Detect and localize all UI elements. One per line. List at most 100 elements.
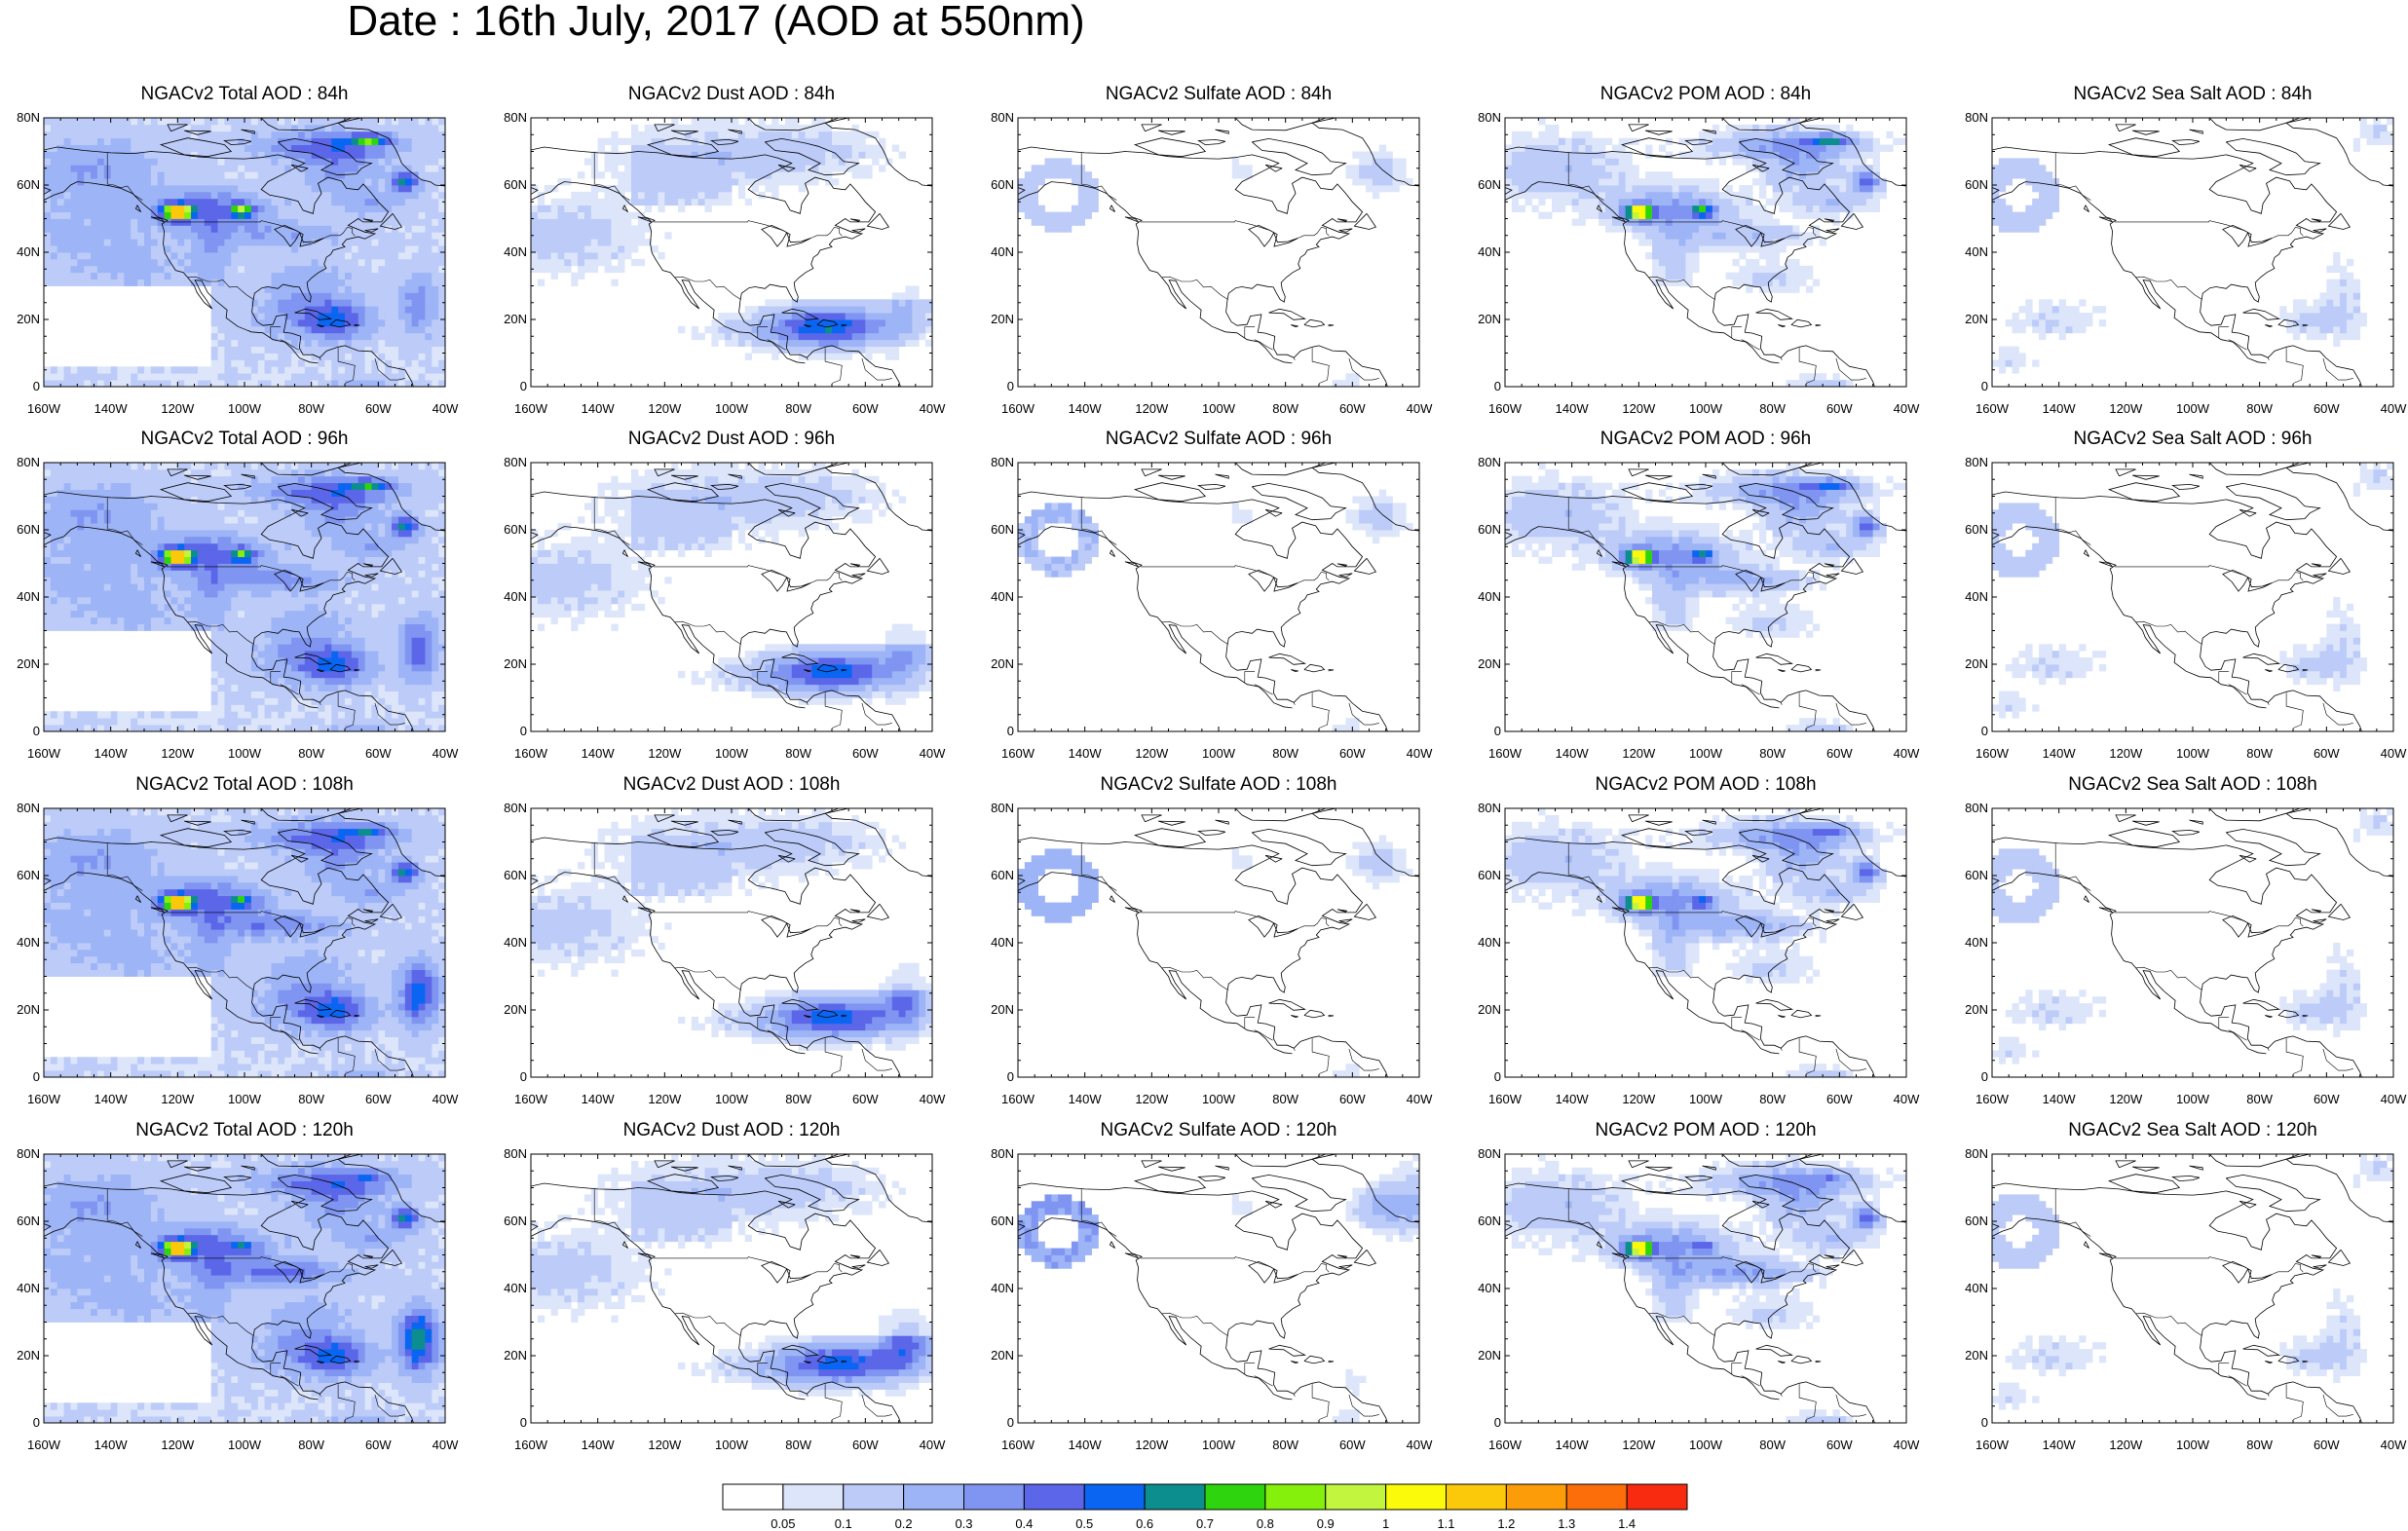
lon-tick-label: 160W xyxy=(1975,401,2010,416)
aod-field xyxy=(531,118,932,360)
country-border xyxy=(1798,1384,1817,1420)
lon-tick-label: 120W xyxy=(161,746,195,761)
panel-title: NGACv2 POM AOD : 96h xyxy=(1599,429,1812,449)
country-border xyxy=(314,227,356,243)
country-border xyxy=(1567,152,1604,201)
lat-tick-label: 20N xyxy=(1965,1002,1988,1017)
country-border xyxy=(861,702,892,726)
lat-tick-label: 40N xyxy=(17,589,40,604)
aod-field xyxy=(1505,1154,1906,1423)
country-border xyxy=(270,1017,282,1028)
lat-tick-label: 60N xyxy=(1478,522,1501,537)
country-border xyxy=(1348,702,1379,726)
lat-tick-label: 40N xyxy=(504,935,527,950)
colorbar-swatch xyxy=(963,1483,1025,1511)
country-border xyxy=(767,684,786,695)
lon-tick-label: 40W xyxy=(2381,1092,2407,1106)
country-border xyxy=(270,671,282,683)
lat-tick-label: 20N xyxy=(1965,312,1988,326)
lon-tick-label: 120W xyxy=(648,1092,682,1106)
lon-tick-label: 140W xyxy=(582,1092,616,1106)
lon-tick-label: 100W xyxy=(1202,1438,1236,1452)
lon-tick-label: 160W xyxy=(1975,746,2010,761)
lat-tick-label: 80N xyxy=(1478,801,1501,815)
lon-tick-label: 80W xyxy=(298,401,324,416)
country-border xyxy=(1628,911,1757,921)
map-svg: 80N 60N 40N 20N 0 160W 140W 120W 100W 80W 60W 40W xyxy=(1478,455,1920,761)
panel-title: NGACv2 POM AOD : 108h xyxy=(1595,774,1817,795)
country-border xyxy=(1775,227,1817,243)
lat-tick-label: 40N xyxy=(504,244,527,259)
lon-tick-label: 80W xyxy=(2246,746,2273,761)
lat-tick-label: 0 xyxy=(1981,1415,1988,1430)
lat-tick-label: 80N xyxy=(1965,801,1988,815)
lat-tick-label: 60N xyxy=(504,522,527,537)
country-border xyxy=(167,220,296,231)
country-border xyxy=(674,1312,741,1336)
country-border xyxy=(1741,1375,1760,1387)
panel-title: NGACv2 Total AOD : 120h xyxy=(135,1120,354,1140)
lat-tick-label: 40N xyxy=(1478,935,1501,950)
colorbar-swatch xyxy=(1325,1483,1387,1511)
lon-tick-label: 80W xyxy=(785,401,811,416)
lon-tick-label: 120W xyxy=(161,401,195,416)
country-border xyxy=(2262,572,2304,587)
lon-tick-label: 40W xyxy=(1407,1438,1433,1452)
country-border xyxy=(593,152,630,201)
lat-tick-label: 0 xyxy=(1981,724,1988,738)
lon-tick-label: 160W xyxy=(1488,1092,1523,1106)
country-border xyxy=(1080,497,1117,545)
lon-tick-label: 80W xyxy=(785,1092,811,1106)
lon-tick-label: 80W xyxy=(1759,746,1786,761)
country-border xyxy=(2054,152,2091,201)
lat-tick-label: 40N xyxy=(1965,589,1988,604)
country-border xyxy=(767,339,786,351)
lon-tick-label: 100W xyxy=(228,1092,262,1106)
lon-tick-label: 60W xyxy=(1826,1092,1853,1106)
country-border xyxy=(2268,357,2270,360)
country-border xyxy=(674,620,741,645)
country-border xyxy=(1781,1048,1783,1051)
lon-tick-label: 120W xyxy=(2109,746,2143,761)
country-border xyxy=(757,1017,769,1028)
map-svg: 80N 60N 40N 20N 0 160W 140W 120W 100W 80W 60W 40W xyxy=(1478,801,1920,1106)
lon-tick-label: 40W xyxy=(1894,401,1920,416)
lon-tick-label: 100W xyxy=(1689,1092,1723,1106)
lon-tick-label: 140W xyxy=(1069,1438,1103,1452)
country-border xyxy=(1731,1017,1743,1028)
map-panel-total-3: NGACv2 Total AOD : 120h 80N 60N 40N 20N 0 160W… xyxy=(0,1120,487,1452)
lat-tick-label: 20N xyxy=(504,312,527,326)
country-border xyxy=(2228,1029,2247,1041)
country-border xyxy=(1835,1394,1866,1417)
lon-tick-label: 60W xyxy=(852,1438,879,1452)
lat-tick-label: 80N xyxy=(1478,110,1501,125)
colorbar-swatch xyxy=(1083,1483,1146,1511)
map-svg: 80N 60N 40N 20N 0 160W 140W 120W 100W 80W 60W 40W xyxy=(1478,110,1920,416)
lon-tick-label: 40W xyxy=(1894,1438,1920,1452)
country-border xyxy=(374,357,405,381)
aod-field xyxy=(1018,835,1413,1077)
country-border xyxy=(1781,1394,1783,1397)
ticks xyxy=(1504,807,1907,1078)
country-border xyxy=(1141,565,1270,576)
country-border xyxy=(2054,497,2091,545)
country-border xyxy=(1288,227,1330,243)
lon-tick-label: 80W xyxy=(298,1092,324,1106)
map-svg: 80N 60N 40N 20N 0 160W 140W 120W 100W 80W 60W 40W xyxy=(17,455,459,761)
lat-tick-label: 60N xyxy=(17,1214,40,1228)
lon-tick-label: 100W xyxy=(1689,746,1723,761)
lon-tick-label: 140W xyxy=(1556,1092,1590,1106)
lon-tick-label: 60W xyxy=(1826,746,1853,761)
country-border xyxy=(757,671,769,683)
lon-tick-label: 120W xyxy=(2109,401,2143,416)
colorbar-label: 1.4 xyxy=(1618,1516,1636,1531)
lon-tick-label: 100W xyxy=(1202,401,1236,416)
aod-field xyxy=(1992,808,2393,1064)
panel-title: NGACv2 Sea Salt AOD : 96h xyxy=(2073,429,2313,449)
country-border xyxy=(654,911,783,921)
lat-tick-label: 40N xyxy=(991,935,1014,950)
coastlines xyxy=(44,118,445,387)
country-border xyxy=(1311,348,1330,384)
country-border xyxy=(1288,572,1330,587)
map-svg: 80N 60N 40N 20N 0 160W 140W 120W 100W 80W 60W 40W xyxy=(17,110,459,416)
